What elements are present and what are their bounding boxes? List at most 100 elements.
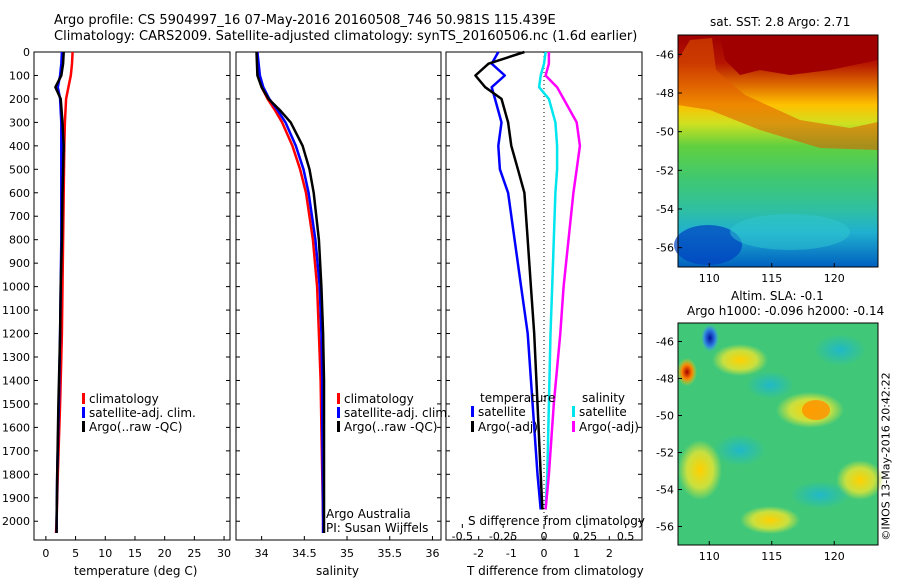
sst-warm-tongue xyxy=(678,35,878,75)
depth-tick-label: 1800 xyxy=(2,468,30,481)
sla-cyan-blob-1 xyxy=(746,371,794,399)
x-tick-label: 36 xyxy=(425,547,439,560)
x-tick-label: 5 xyxy=(72,547,79,560)
diff-legend-s-satellite: satellite xyxy=(572,406,627,419)
x-tick-label: 0 xyxy=(541,547,548,560)
diff-legend-salinity-title: salinity xyxy=(582,391,626,405)
map-y-tick-label: -52 xyxy=(656,164,674,177)
map-y-tick-label: -56 xyxy=(656,521,674,534)
depth-tick-label: 300 xyxy=(9,116,30,129)
sla-yellow-blob-1 xyxy=(712,344,768,376)
map-y-tick-label: -56 xyxy=(656,242,674,255)
axis-ticks: 0100200300400500600700800900100011001200… xyxy=(2,46,642,560)
sla-cyan-blob-4 xyxy=(790,481,850,509)
temp-legend-argo: Argo(..raw -QC) xyxy=(82,421,182,434)
map-y-tick-label: -50 xyxy=(656,126,674,139)
x-tick-label: 10 xyxy=(98,547,112,560)
x-tick-label: 25 xyxy=(187,547,201,560)
depth-tick-label: 1400 xyxy=(2,374,30,387)
sla-yellow-blob-5 xyxy=(740,506,800,534)
x-tick-label: -0.5 xyxy=(452,530,473,543)
map-y-tick-label: -50 xyxy=(656,410,674,423)
sla-yellow-blob-3 xyxy=(678,440,722,500)
sst-map-title: sat. SST: 2.8 Argo: 2.71 xyxy=(710,15,851,29)
figure-title-line1: Argo profile: CS 5904997_16 07-May-2016 … xyxy=(54,13,556,28)
x-tick-label: -2 xyxy=(473,547,484,560)
sal-legend-argo: Argo(..raw -QC) xyxy=(337,421,437,434)
depth-tick-label: 1000 xyxy=(2,281,30,294)
sla-low-blob xyxy=(701,324,719,352)
depth-tick-label: 600 xyxy=(9,187,30,200)
depth-tick-label: 1200 xyxy=(2,328,30,341)
temperature-axis-label: temperature (deg C) xyxy=(74,564,198,578)
map-y-tick-label: -48 xyxy=(656,87,674,100)
x-tick-label: 0 xyxy=(541,530,548,543)
sla-cyan-blob-2 xyxy=(814,334,866,366)
depth-tick-label: 100 xyxy=(9,69,30,82)
sal-legend-satellite: satellite-adj. clim. xyxy=(337,407,451,420)
map-x-tick-label: 120 xyxy=(824,550,845,563)
depth-tick-label: 1100 xyxy=(2,304,30,317)
map-x-tick-label: 115 xyxy=(761,550,782,563)
t-difference-axis-label: T difference from climatology xyxy=(467,564,644,578)
sla-high-blob xyxy=(677,358,697,386)
s-diff-line-satellite xyxy=(537,51,559,510)
sal-legend-climatology: climatology xyxy=(337,393,414,406)
sla-map-title-line1: Altim. SLA: -0.1 xyxy=(731,289,824,303)
map-y-tick-label: -48 xyxy=(656,373,674,386)
x-tick-label: 34.5 xyxy=(292,547,317,560)
profile-line-argo xyxy=(255,51,326,533)
x-tick-label: 35.5 xyxy=(378,547,403,560)
x-tick-label: 0 xyxy=(42,547,49,560)
depth-tick-label: 1900 xyxy=(2,492,30,505)
figure-title-line2: Climatology: CARS2009. Satellite-adjuste… xyxy=(54,29,638,44)
sst-map-border xyxy=(677,34,879,268)
map-x-tick-label: 110 xyxy=(699,550,720,563)
s-diff-line-argo xyxy=(544,52,582,510)
depth-tick-label: 500 xyxy=(9,163,30,176)
x-tick-label: -0.25 xyxy=(489,530,517,543)
x-tick-label: 20 xyxy=(158,547,172,560)
x-tick-label: 0.5 xyxy=(617,530,635,543)
profile-lines xyxy=(54,50,582,534)
x-tick-label: 35 xyxy=(340,547,354,560)
depth-tick-label: 0 xyxy=(23,46,30,59)
map-x-tick-label: 120 xyxy=(824,272,845,285)
diff-legend-temperature-title: temperature xyxy=(480,391,556,405)
depth-tick-label: 1300 xyxy=(2,351,30,364)
map-y-tick-label: -54 xyxy=(656,484,674,497)
map-y-tick-label: -46 xyxy=(656,48,674,61)
x-tick-label: 2 xyxy=(606,547,613,560)
depth-tick-label: 400 xyxy=(9,140,30,153)
profile-line-argo xyxy=(54,51,65,533)
sla-map-title-line2: Argo h1000: -0.096 h2000: -0.14 xyxy=(687,304,885,318)
x-tick-label: 30 xyxy=(217,547,231,560)
map-axis-ticks: 110 115 120 -46 -48 -50 -52 -54 -56 110 115 120 -46 -… xyxy=(656,48,845,563)
salinity-panel-frame xyxy=(235,51,442,541)
sst-orange-band xyxy=(678,38,878,150)
sla-map-border xyxy=(677,322,879,546)
map-x-tick-label: 110 xyxy=(699,272,720,285)
sla-orange-blob xyxy=(802,400,830,420)
map-x-tick-label: 115 xyxy=(761,272,782,285)
s-difference-axis-label: S difference from climatology xyxy=(468,514,645,528)
sla-cyan-blob-3 xyxy=(714,434,766,466)
x-tick-label: 15 xyxy=(128,547,142,560)
argo-australia-label: Argo Australia xyxy=(326,507,411,521)
x-tick-label: 34 xyxy=(255,547,269,560)
depth-tick-label: 1700 xyxy=(2,445,30,458)
sst-cyan-patch xyxy=(730,214,850,250)
t-diff-line-argo xyxy=(474,50,544,510)
temp-legend-climatology: climatology xyxy=(82,393,159,406)
sst-map xyxy=(674,34,879,268)
sla-map xyxy=(677,322,884,546)
map-y-tick-label: -52 xyxy=(656,447,674,460)
map-y-tick-label: -46 xyxy=(656,336,674,349)
depth-tick-label: 2000 xyxy=(2,515,30,528)
sst-cold-patch xyxy=(674,225,742,265)
depth-tick-label: 1500 xyxy=(2,398,30,411)
map-y-tick-label: -54 xyxy=(656,203,674,216)
pi-label: PI: Susan Wijffels xyxy=(326,521,429,535)
temperature-panel-frame xyxy=(33,51,231,541)
depth-tick-label: 800 xyxy=(9,234,30,247)
